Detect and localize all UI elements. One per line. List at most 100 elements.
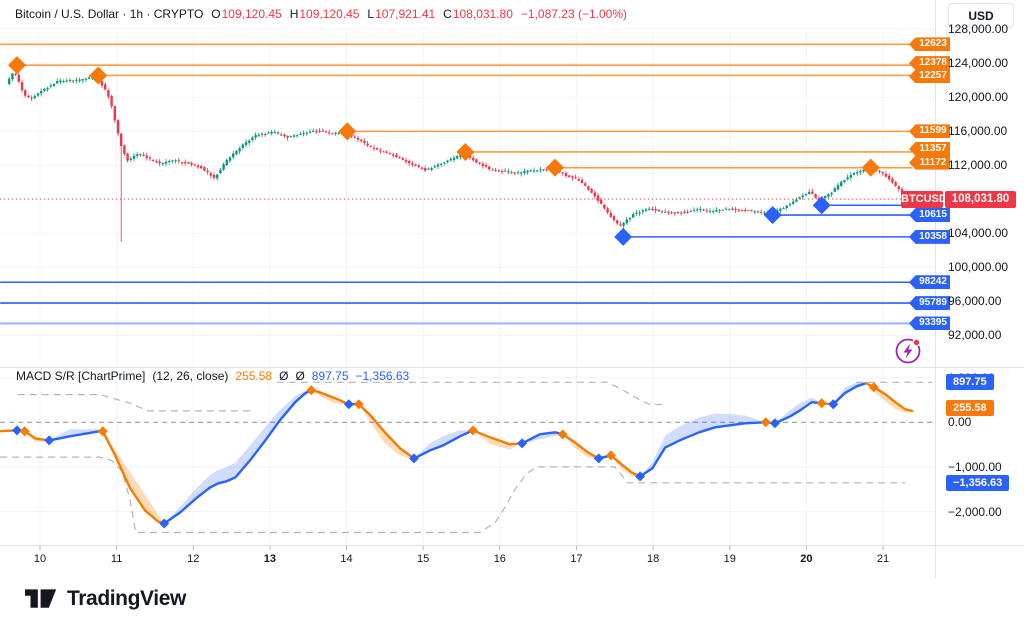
- macd-diamond-marker: [353, 399, 364, 410]
- ohlc-low: L 107,921.41: [367, 7, 435, 21]
- level-tag-93395: 93395: [909, 316, 950, 331]
- support-resistance-levels[interactable]: [0, 43, 912, 325]
- macd-band: [164, 390, 312, 524]
- time-axis-label-18: 18: [646, 553, 660, 565]
- pivot-diamond-marker: [545, 158, 564, 177]
- panel-borders: [0, 0, 1024, 578]
- macd-line-segment: [773, 401, 823, 425]
- ohlc-high: H 109,120.45: [290, 7, 360, 21]
- price-axis-label-116000: 116,000.00: [948, 124, 1008, 139]
- grid-lines: [0, 28, 935, 545]
- price-axis-label-128000: 128,000.00: [948, 22, 1009, 37]
- macd-diamond-marker: [816, 398, 827, 409]
- macd-diamond-marker: [343, 399, 354, 410]
- price-axis-label-92000: 92,000.00: [948, 328, 1002, 343]
- level-tag-11172: 11172: [909, 155, 950, 170]
- price-axis-label-100000: 100,000.00: [948, 260, 1009, 275]
- price-axis-label-112000: 112,000.00: [948, 158, 1008, 173]
- time-axis-label-11: 11: [110, 553, 123, 565]
- price-axis-label-124000: 124,000.00: [948, 56, 1009, 71]
- level-tag-98242: 98242: [909, 275, 950, 290]
- time-axis-label-16: 16: [493, 553, 506, 565]
- macd-diamond-marker: [605, 450, 616, 461]
- current-price-tag-symbol: BTCUSD: [901, 191, 947, 208]
- pivot-diamond-marker: [812, 196, 831, 215]
- macd-diamond-marker: [769, 418, 780, 429]
- indicator-value-resistance: 897.75: [311, 369, 349, 383]
- macd-diamond-marker: [635, 471, 646, 482]
- time-axis-label-20: 20: [800, 553, 813, 565]
- events-icon[interactable]: [895, 338, 921, 364]
- macd-diamond-marker: [557, 429, 568, 440]
- pivot-diamond-marker: [338, 122, 357, 141]
- macd-indicator[interactable]: [0, 381, 936, 534]
- macd-diamond-marker: [760, 417, 771, 428]
- macd-diamond-marker: [44, 435, 55, 446]
- price-axis-label-120000: 120,000.00: [948, 90, 1009, 105]
- level-tag-12257: 12257: [909, 69, 950, 84]
- time-axis-label-13: 13: [263, 553, 277, 565]
- pivot-diamond-marker: [861, 158, 880, 177]
- time-axis-label-17: 17: [570, 553, 583, 565]
- time-axis-label-12: 12: [187, 553, 200, 565]
- change-value: −1,087.23 (−1.00%): [520, 7, 627, 21]
- pivot-diamond-marker: [614, 227, 633, 246]
- macd-diamond-marker: [828, 399, 839, 410]
- low-label: L: [367, 7, 375, 21]
- macd-diamond-marker: [517, 438, 528, 449]
- indicator-symbol-1: Ø: [279, 369, 289, 383]
- indicator-symbol-2: Ø: [295, 369, 305, 383]
- pivot-diamond-marker: [456, 142, 475, 161]
- pivot-diamond-marker: [8, 56, 27, 75]
- macd-line-segment: [471, 429, 524, 446]
- indicator-header: MACD S/R [ChartPrime] (12, 26, close) 25…: [16, 369, 409, 383]
- indicator-value-macd: 255.58: [235, 369, 273, 383]
- macd-line-segment: [561, 433, 600, 460]
- macd-band: [24, 431, 50, 443]
- macd-diamond-marker: [19, 426, 30, 437]
- macd-diamond-marker: [868, 382, 879, 393]
- macd-line-segment: [412, 429, 475, 460]
- high-label: H: [289, 7, 299, 21]
- macd-line-segment: [23, 430, 51, 442]
- macd-value-tag: 255.58: [946, 399, 994, 416]
- ohlc-open: O 109,120.45: [211, 7, 281, 21]
- time-axis-label-21: 21: [876, 553, 890, 565]
- open-value: 109,120.45: [221, 7, 282, 21]
- currency-button[interactable]: USD: [948, 3, 1014, 28]
- indicator-title[interactable]: MACD S/R [ChartPrime]: [16, 369, 146, 383]
- macd-axis-label--1000: −1,000.00: [948, 459, 1002, 474]
- tradingview-logo-text: TradingView: [67, 587, 186, 610]
- tradingview-logo-mark: [25, 589, 57, 608]
- time-axis-label-15: 15: [417, 553, 430, 565]
- open-label: O: [211, 7, 221, 21]
- macd-diamond-marker: [306, 385, 317, 396]
- symbol-title[interactable]: Bitcoin / U.S. Dollar · 1h · CRYPTO: [15, 7, 204, 21]
- pivot-diamond-marker: [89, 66, 108, 85]
- notification-dot: [912, 338, 921, 347]
- macd-band: [640, 413, 766, 477]
- level-tag-10615: 10615: [909, 208, 950, 223]
- ohlc-close: C 108,031.80: [443, 7, 513, 21]
- macd-diamond-marker: [12, 425, 23, 436]
- macd-line-segment: [638, 421, 767, 478]
- level-tag-11357: 11357: [909, 141, 950, 156]
- macd-line-segment: [832, 382, 868, 406]
- high-value: 109,120.45: [299, 7, 360, 21]
- macd-line-segment: [609, 454, 642, 478]
- time-axis-label-19: 19: [723, 553, 736, 565]
- indicator-value-support: −1,356.63: [355, 369, 410, 383]
- macd-band: [833, 382, 867, 405]
- time-axis-label-10: 10: [33, 553, 47, 565]
- price-axis-label-104000: 104,000.00: [948, 226, 1009, 241]
- macd-diamond-marker: [593, 453, 604, 464]
- lightning-bolt-icon: [903, 343, 913, 359]
- symbol-header: Bitcoin / U.S. Dollar · 1h · CRYPTO O 109…: [15, 7, 627, 21]
- low-value: 107,921.41: [375, 7, 436, 21]
- level-tag-10358: 10358: [909, 229, 950, 244]
- macd-axis-label--2000: −2,000.00: [948, 504, 1002, 519]
- tradingview-logo[interactable]: TradingView: [25, 586, 186, 612]
- price-axis-label-96000: 96,000.00: [948, 294, 1002, 309]
